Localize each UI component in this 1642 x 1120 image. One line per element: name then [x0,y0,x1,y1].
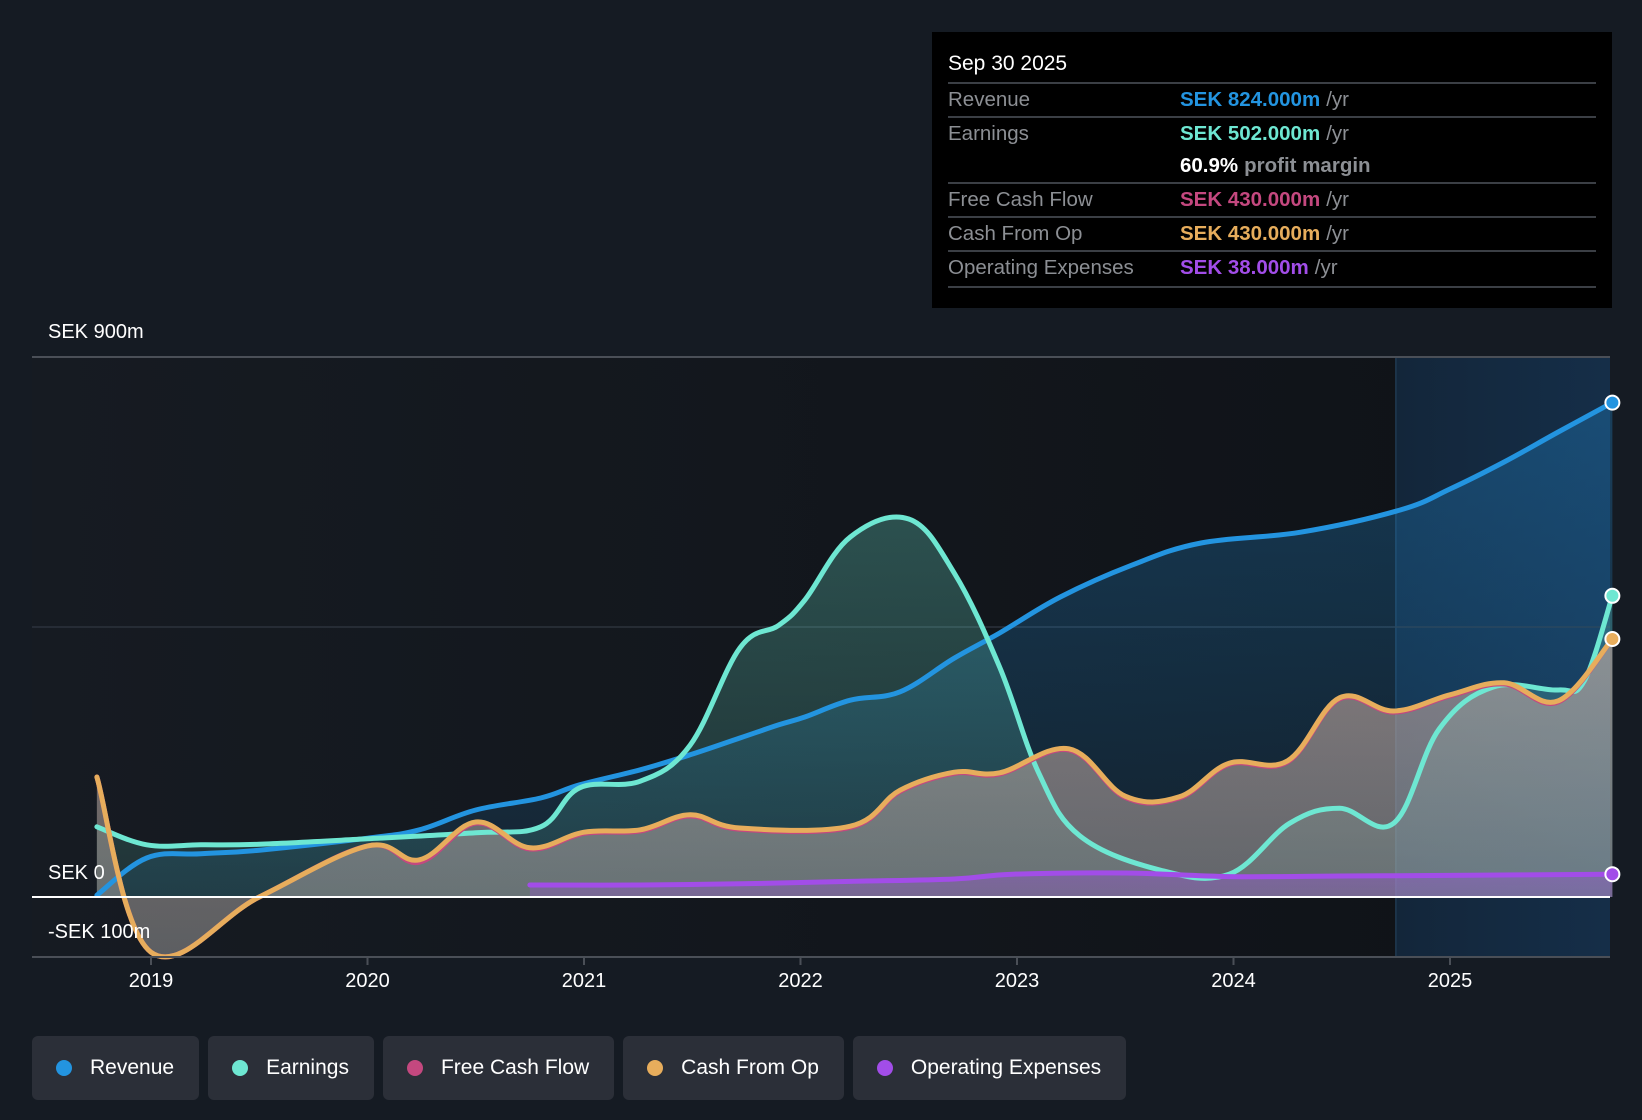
cash-from-op-line [94,636,1615,960]
operating-expenses-end-marker [1604,866,1621,883]
tooltip-label: Revenue [948,88,1031,111]
tooltip-row-opex: Operating Expenses SEK 38.000m /yr [948,250,1596,288]
earnings-dot-icon [232,1060,249,1076]
tooltip-label: Operating Expenses [948,256,1134,279]
tooltip-unit: /yr [1314,256,1338,279]
tooltip-value: SEK 430.000m [1180,222,1321,245]
x-tick-label: 2022 [778,970,823,992]
chart-legend: Revenue Earnings Free Cash Flow Cash Fro… [32,1036,1127,1100]
legend-label: Earnings [266,1056,349,1079]
tooltip-value: SEK 824.000m [1180,88,1321,111]
tooltip-value: SEK 38.000m [1180,256,1309,279]
tooltip-date: Sep 30 2025 [948,52,1068,75]
tooltip-row-revenue: Revenue SEK 824.000m /yr [948,82,1596,116]
earnings-area [96,516,1613,897]
operating-expenses-dot-icon [876,1060,893,1076]
tooltip-unit: /yr [1326,222,1349,245]
legend-item-revenue[interactable]: Revenue [32,1036,200,1100]
x-tick-label: 2019 [128,970,174,992]
profit-margin-label: profit margin [1244,154,1371,177]
cash-from-op-dot-icon [647,1060,664,1076]
operating-expenses-area [529,872,1613,897]
data-tooltip: Sep 30 2025 Revenue SEK 824.000m /yr Ear… [932,32,1612,308]
y-label-neg100: -SEK 100m [48,921,151,943]
y-label-900: SEK 900m [48,321,144,343]
tooltip-row-profit-margin: 60.9% profit margin [948,150,1596,182]
y-label-0: SEK 0 [48,862,105,884]
tooltip-unit: /yr [1326,188,1349,211]
legend-label: Free Cash Flow [440,1056,590,1079]
revenue-end-marker [1604,394,1621,411]
tooltip-value: SEK 430.000m [1180,188,1321,211]
legend-item-earnings[interactable]: Earnings [208,1036,374,1100]
legend-item-cash-from-op[interactable]: Cash From Op [623,1036,844,1100]
legend-item-free-cash-flow[interactable]: Free Cash Flow [382,1036,615,1100]
legend-item-operating-expenses[interactable]: Operating Expenses [852,1036,1127,1100]
profit-margin-value: 60.9% [1180,154,1239,177]
free-cash-flow-dot-icon [406,1060,423,1076]
tooltip-label: Free Cash Flow [948,188,1093,211]
tooltip-label: Earnings [948,122,1029,145]
x-tick-label: 2024 [1211,970,1256,992]
tooltip-row-cash-from-op: Cash From Op SEK 430.000m /yr [948,216,1596,250]
x-tick-label: 2020 [345,970,390,992]
x-tick-label: 2023 [994,970,1040,992]
legend-label: Revenue [90,1056,175,1079]
operating-expenses-line [527,870,1615,888]
tooltip-row-earnings: Earnings SEK 502.000m /yr [948,116,1596,150]
earnings-end-marker [1604,587,1621,604]
revenue-dot-icon [56,1060,72,1076]
cash-from-op-end-marker [1604,631,1621,647]
tooltip-row-fcf: Free Cash Flow SEK 430.000m /yr [948,182,1596,216]
legend-label: Operating Expenses [910,1056,1102,1079]
x-tick-label: 2025 [1427,970,1473,992]
tooltip-label: Cash From Op [948,222,1083,245]
tooltip-value: SEK 502.000m [1180,122,1321,145]
x-tick-label: 2021 [561,970,607,992]
legend-label: Cash From Op [681,1056,819,1079]
tooltip-unit: /yr [1326,122,1349,145]
tooltip-unit: /yr [1326,88,1349,111]
chart [32,356,1621,965]
